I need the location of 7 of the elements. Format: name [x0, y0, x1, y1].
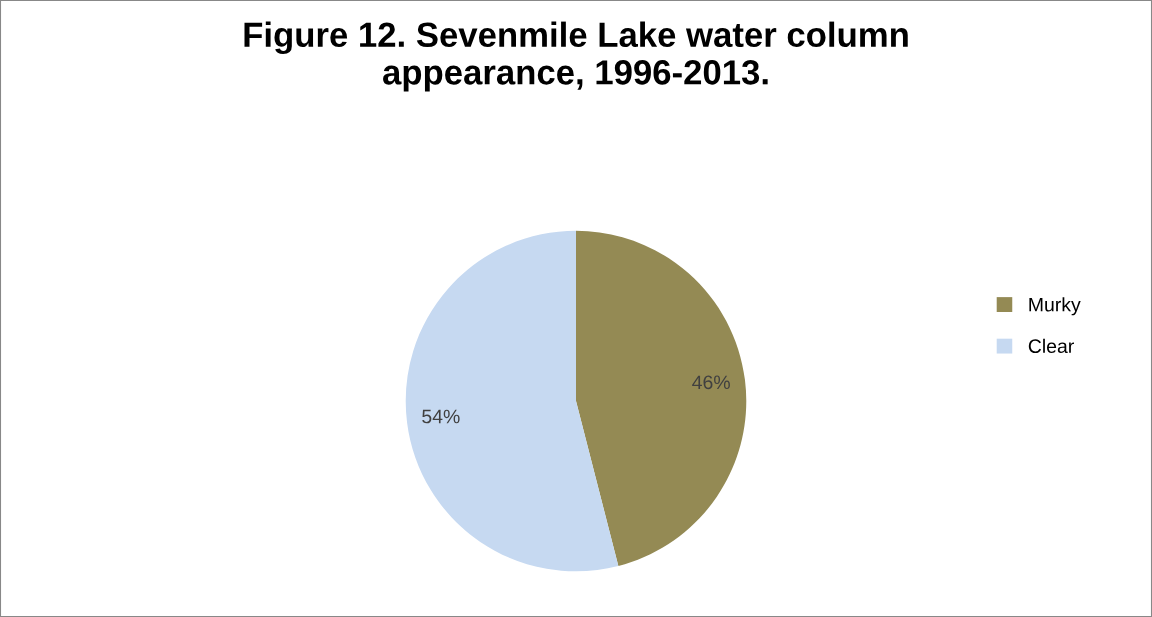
data-label: 46% [692, 375, 730, 390]
pie-slice [405, 230, 619, 572]
chart-title: Figure 12. Sevenmile Lake water column appearance, 1996-2013. [244, 21, 908, 92]
legend-label: Murky [1029, 297, 1081, 316]
pie-slice [576, 230, 747, 566]
legend-label: Clear [1028, 338, 1074, 354]
data-label: 54% [422, 409, 460, 424]
